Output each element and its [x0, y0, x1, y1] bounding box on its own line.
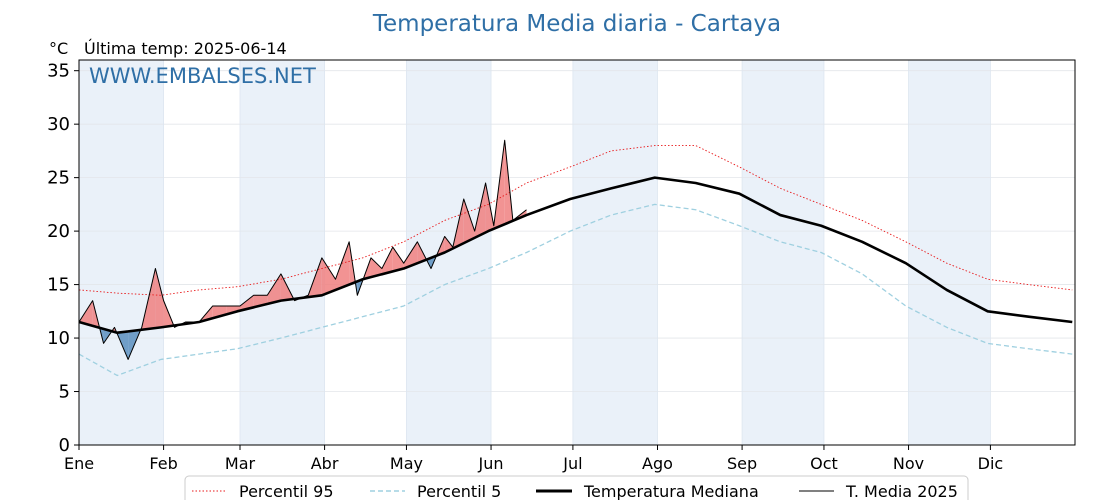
anomaly-segment	[392, 247, 404, 272]
legend-label-median: Temperatura Mediana	[583, 482, 759, 500]
x-tick-label: Ene	[64, 454, 94, 473]
x-tick-label: Nov	[893, 454, 924, 473]
anomaly-segment	[79, 300, 93, 326]
legend: Percentil 95 Percentil 5 Temperatura Med…	[184, 475, 969, 504]
month-band-Sep	[742, 60, 824, 445]
month-band-Mar	[239, 60, 325, 445]
watermark-text: WWW.EMBALSES.NET	[89, 64, 316, 88]
y-tick-label: 10	[47, 328, 70, 349]
anomaly-segment	[403, 241, 418, 269]
y-axis: 0 5 10 15 20 25 30 35	[47, 61, 79, 456]
anomaly-segment	[370, 257, 382, 278]
y-tick-label: 5	[59, 382, 70, 403]
legend-label-p5: Percentil 5	[417, 482, 501, 500]
legend-label-p95: Percentil 95	[239, 482, 334, 500]
series-line-median	[78, 176, 1073, 335]
series-lines	[78, 139, 1073, 377]
x-tick-label: Oct	[810, 454, 838, 473]
x-tick-label: Abr	[311, 454, 339, 473]
y-tick-label: 20	[47, 221, 70, 242]
plot-frame	[78, 59, 1076, 446]
anomaly-segment	[155, 268, 164, 329]
legend-label-current: T. Media 2025	[845, 482, 958, 500]
month-band-Jul	[572, 60, 658, 445]
x-axis: Ene Feb Mar Abr May Jun Jul Ago Sep Oct Nov Dic	[64, 445, 1003, 473]
series-line-p5	[78, 203, 1073, 377]
x-tick-label: Jul	[562, 454, 582, 473]
y-tick-label: 35	[47, 61, 70, 82]
y-tick-label: 15	[47, 275, 70, 296]
month-band-Nov	[908, 60, 991, 445]
chart-title: Temperatura Media diaria - Cartaya	[372, 11, 781, 37]
x-tick-label: Dic	[978, 454, 1004, 473]
x-tick-label: May	[390, 454, 423, 473]
y-tick-label: 25	[47, 168, 70, 189]
legend-box	[184, 475, 969, 504]
series-line-p95	[78, 145, 1073, 296]
last-temp-label: Última temp: 2025-06-14	[84, 39, 287, 58]
anomaly-segment	[267, 273, 281, 304]
x-tick-label: Feb	[149, 454, 177, 473]
x-tick-label: Ago	[642, 454, 673, 473]
series-line-current	[78, 139, 527, 360]
y-tick-label: 30	[47, 114, 70, 135]
x-tick-label: Mar	[225, 454, 256, 473]
month-band-Ene	[79, 60, 164, 445]
y-tick-label: 0	[59, 435, 70, 456]
anomaly-segment	[335, 241, 350, 290]
unit-label: °C	[49, 39, 68, 58]
anomaly-segment	[463, 199, 475, 244]
x-tick-label: Sep	[727, 454, 757, 473]
x-tick-label: Jun	[478, 454, 504, 473]
anomaly-segment	[381, 247, 393, 275]
